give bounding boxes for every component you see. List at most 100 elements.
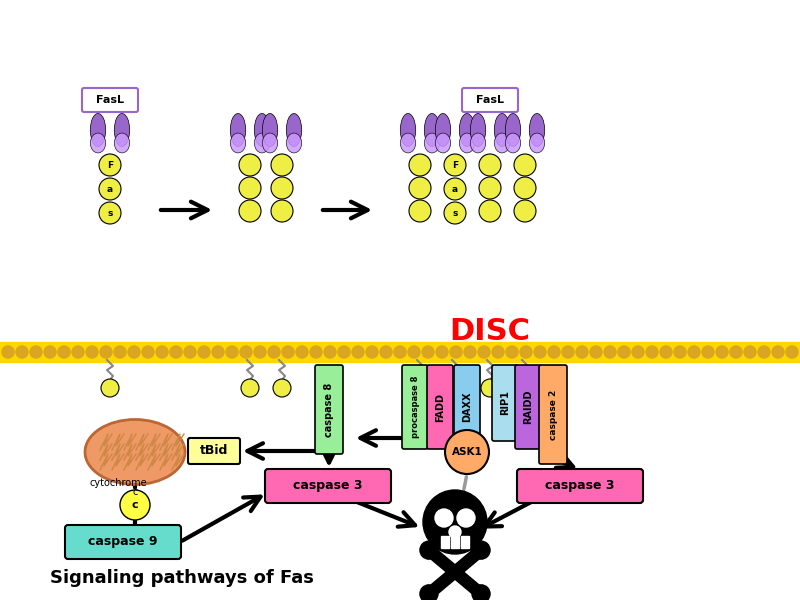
Ellipse shape (506, 133, 521, 153)
Ellipse shape (90, 133, 106, 153)
Ellipse shape (435, 133, 450, 153)
Circle shape (409, 200, 431, 222)
Circle shape (282, 346, 294, 358)
Circle shape (226, 346, 238, 358)
Circle shape (44, 346, 56, 358)
Circle shape (271, 200, 293, 222)
Circle shape (99, 154, 121, 176)
Circle shape (786, 346, 798, 358)
Text: Signaling pathways of Fas: Signaling pathways of Fas (50, 569, 314, 587)
Circle shape (604, 346, 616, 358)
Circle shape (99, 178, 121, 200)
Circle shape (296, 346, 308, 358)
Circle shape (409, 177, 431, 199)
FancyBboxPatch shape (434, 531, 476, 549)
Circle shape (772, 346, 784, 358)
Circle shape (562, 346, 574, 358)
Ellipse shape (459, 113, 474, 146)
Circle shape (479, 200, 501, 222)
Text: procaspase 8: procaspase 8 (410, 376, 419, 438)
Circle shape (380, 346, 392, 358)
Circle shape (472, 585, 490, 600)
Circle shape (446, 379, 464, 397)
Ellipse shape (435, 113, 450, 146)
Circle shape (506, 346, 518, 358)
Text: c: c (132, 487, 138, 497)
FancyBboxPatch shape (454, 365, 480, 449)
Ellipse shape (424, 133, 440, 153)
FancyBboxPatch shape (462, 88, 518, 112)
Bar (461, 536, 469, 548)
Ellipse shape (114, 113, 130, 146)
Ellipse shape (262, 133, 278, 153)
Circle shape (632, 346, 644, 358)
FancyBboxPatch shape (316, 368, 342, 394)
Circle shape (702, 346, 714, 358)
Circle shape (241, 379, 259, 397)
Ellipse shape (470, 113, 486, 146)
Text: caspase 9: caspase 9 (88, 535, 158, 548)
Text: FasL: FasL (476, 95, 504, 105)
Circle shape (324, 346, 336, 358)
Circle shape (101, 379, 119, 397)
Circle shape (516, 379, 534, 397)
Text: s: s (107, 208, 113, 217)
Circle shape (198, 346, 210, 358)
Ellipse shape (494, 133, 510, 153)
Circle shape (478, 346, 490, 358)
Ellipse shape (530, 133, 545, 153)
Text: a: a (452, 185, 458, 193)
FancyBboxPatch shape (188, 438, 240, 464)
Circle shape (408, 346, 420, 358)
Circle shape (394, 346, 406, 358)
Circle shape (479, 154, 501, 176)
Circle shape (72, 346, 84, 358)
Ellipse shape (254, 113, 270, 146)
Circle shape (271, 177, 293, 199)
Circle shape (445, 430, 489, 474)
Circle shape (184, 346, 196, 358)
Circle shape (239, 154, 261, 176)
FancyBboxPatch shape (315, 365, 343, 454)
Ellipse shape (459, 133, 474, 153)
Circle shape (435, 509, 453, 527)
Circle shape (514, 200, 536, 222)
Circle shape (436, 346, 448, 358)
Ellipse shape (230, 113, 246, 146)
Ellipse shape (286, 113, 302, 146)
Circle shape (688, 346, 700, 358)
Circle shape (271, 154, 293, 176)
Bar (451, 536, 459, 548)
Circle shape (479, 177, 501, 199)
Ellipse shape (400, 133, 416, 153)
Ellipse shape (262, 113, 278, 146)
Circle shape (444, 178, 466, 200)
Circle shape (444, 202, 466, 224)
Text: caspase 3: caspase 3 (546, 479, 614, 493)
Circle shape (472, 541, 490, 559)
Circle shape (2, 346, 14, 358)
Circle shape (457, 509, 475, 527)
Text: FasL: FasL (96, 95, 124, 105)
Bar (441, 536, 449, 548)
Ellipse shape (494, 113, 510, 146)
FancyBboxPatch shape (402, 365, 428, 449)
Circle shape (156, 346, 168, 358)
Circle shape (100, 346, 112, 358)
Bar (0, 342, 800, 362)
FancyBboxPatch shape (492, 365, 518, 441)
Circle shape (450, 346, 462, 358)
Text: F: F (452, 160, 458, 169)
Circle shape (268, 346, 280, 358)
Ellipse shape (506, 113, 521, 146)
Text: caspase 2: caspase 2 (549, 389, 558, 440)
Circle shape (142, 346, 154, 358)
Circle shape (514, 154, 536, 176)
Circle shape (254, 346, 266, 358)
Circle shape (716, 346, 728, 358)
Circle shape (674, 346, 686, 358)
Circle shape (444, 154, 466, 176)
Circle shape (744, 346, 756, 358)
Circle shape (170, 346, 182, 358)
Circle shape (492, 346, 504, 358)
